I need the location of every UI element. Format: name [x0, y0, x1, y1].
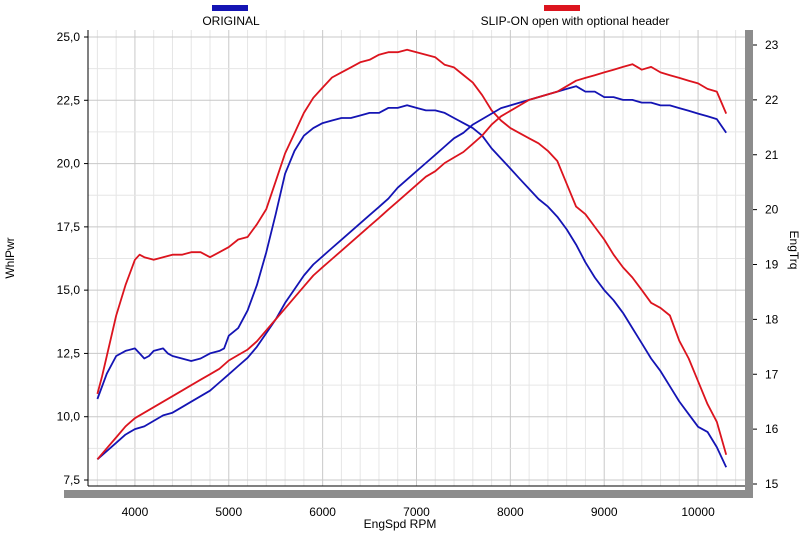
x-tick-label: 4000 [122, 505, 149, 519]
original-engtrq-line [96, 85, 727, 460]
y-left-tick-label: 22,5 [57, 93, 81, 107]
y-left-tick-label: 15,0 [57, 283, 81, 297]
x-tick-label: 6000 [309, 505, 336, 519]
legend-swatch [212, 5, 248, 11]
right-axis-bar [745, 30, 753, 498]
slipon-whlpwr-line [96, 48, 728, 455]
x-tick-label: 8000 [497, 505, 524, 519]
legend-label: SLIP-ON open with optional header [481, 14, 670, 28]
x-tick-label: 7000 [403, 505, 430, 519]
y-right-tick-label: 17 [765, 367, 779, 381]
y-left-tick-label: 20,0 [57, 157, 81, 171]
slipon-engtrq-line [96, 63, 728, 460]
legend: ORIGINAL SLIP-ON open with optional heade… [202, 5, 669, 28]
y-right-tick-label: 15 [765, 477, 779, 491]
y-right-tick-label: 18 [765, 312, 779, 326]
y-right-axis-title: EngTrq [787, 231, 800, 270]
legend-label: ORIGINAL [202, 14, 260, 28]
y-right-tick-label: 23 [765, 38, 779, 52]
y-right-tick-label: 22 [765, 93, 779, 107]
y-left-tick-label: 7,5 [63, 473, 80, 487]
x-axis-title: EngSpd RPM [364, 517, 437, 531]
y-right-tick-label: 21 [765, 148, 779, 162]
x-tick-label: 9000 [591, 505, 618, 519]
series-lines [96, 48, 728, 468]
x-axis-bar [64, 490, 745, 498]
ticks: 4000 5000 6000 7000 8000 9000 10000 7,5 10,0 12,5… [57, 30, 779, 519]
y-left-tick-label: 12,5 [57, 346, 81, 360]
x-tick-label: 5000 [215, 505, 242, 519]
y-right-tick-label: 19 [765, 258, 779, 272]
x-tick-label: 10000 [681, 505, 715, 519]
y-left-tick-label: 10,0 [57, 410, 81, 424]
y-right-tick-label: 16 [765, 422, 779, 436]
original-whlpwr-line [96, 104, 728, 468]
y-left-axis-title: WhlPwr [3, 237, 17, 278]
legend-swatch [544, 5, 580, 11]
y-left-tick-label: 17,5 [57, 220, 81, 234]
y-left-tick-label: 25,0 [57, 30, 81, 44]
y-right-tick-label: 20 [765, 203, 779, 217]
